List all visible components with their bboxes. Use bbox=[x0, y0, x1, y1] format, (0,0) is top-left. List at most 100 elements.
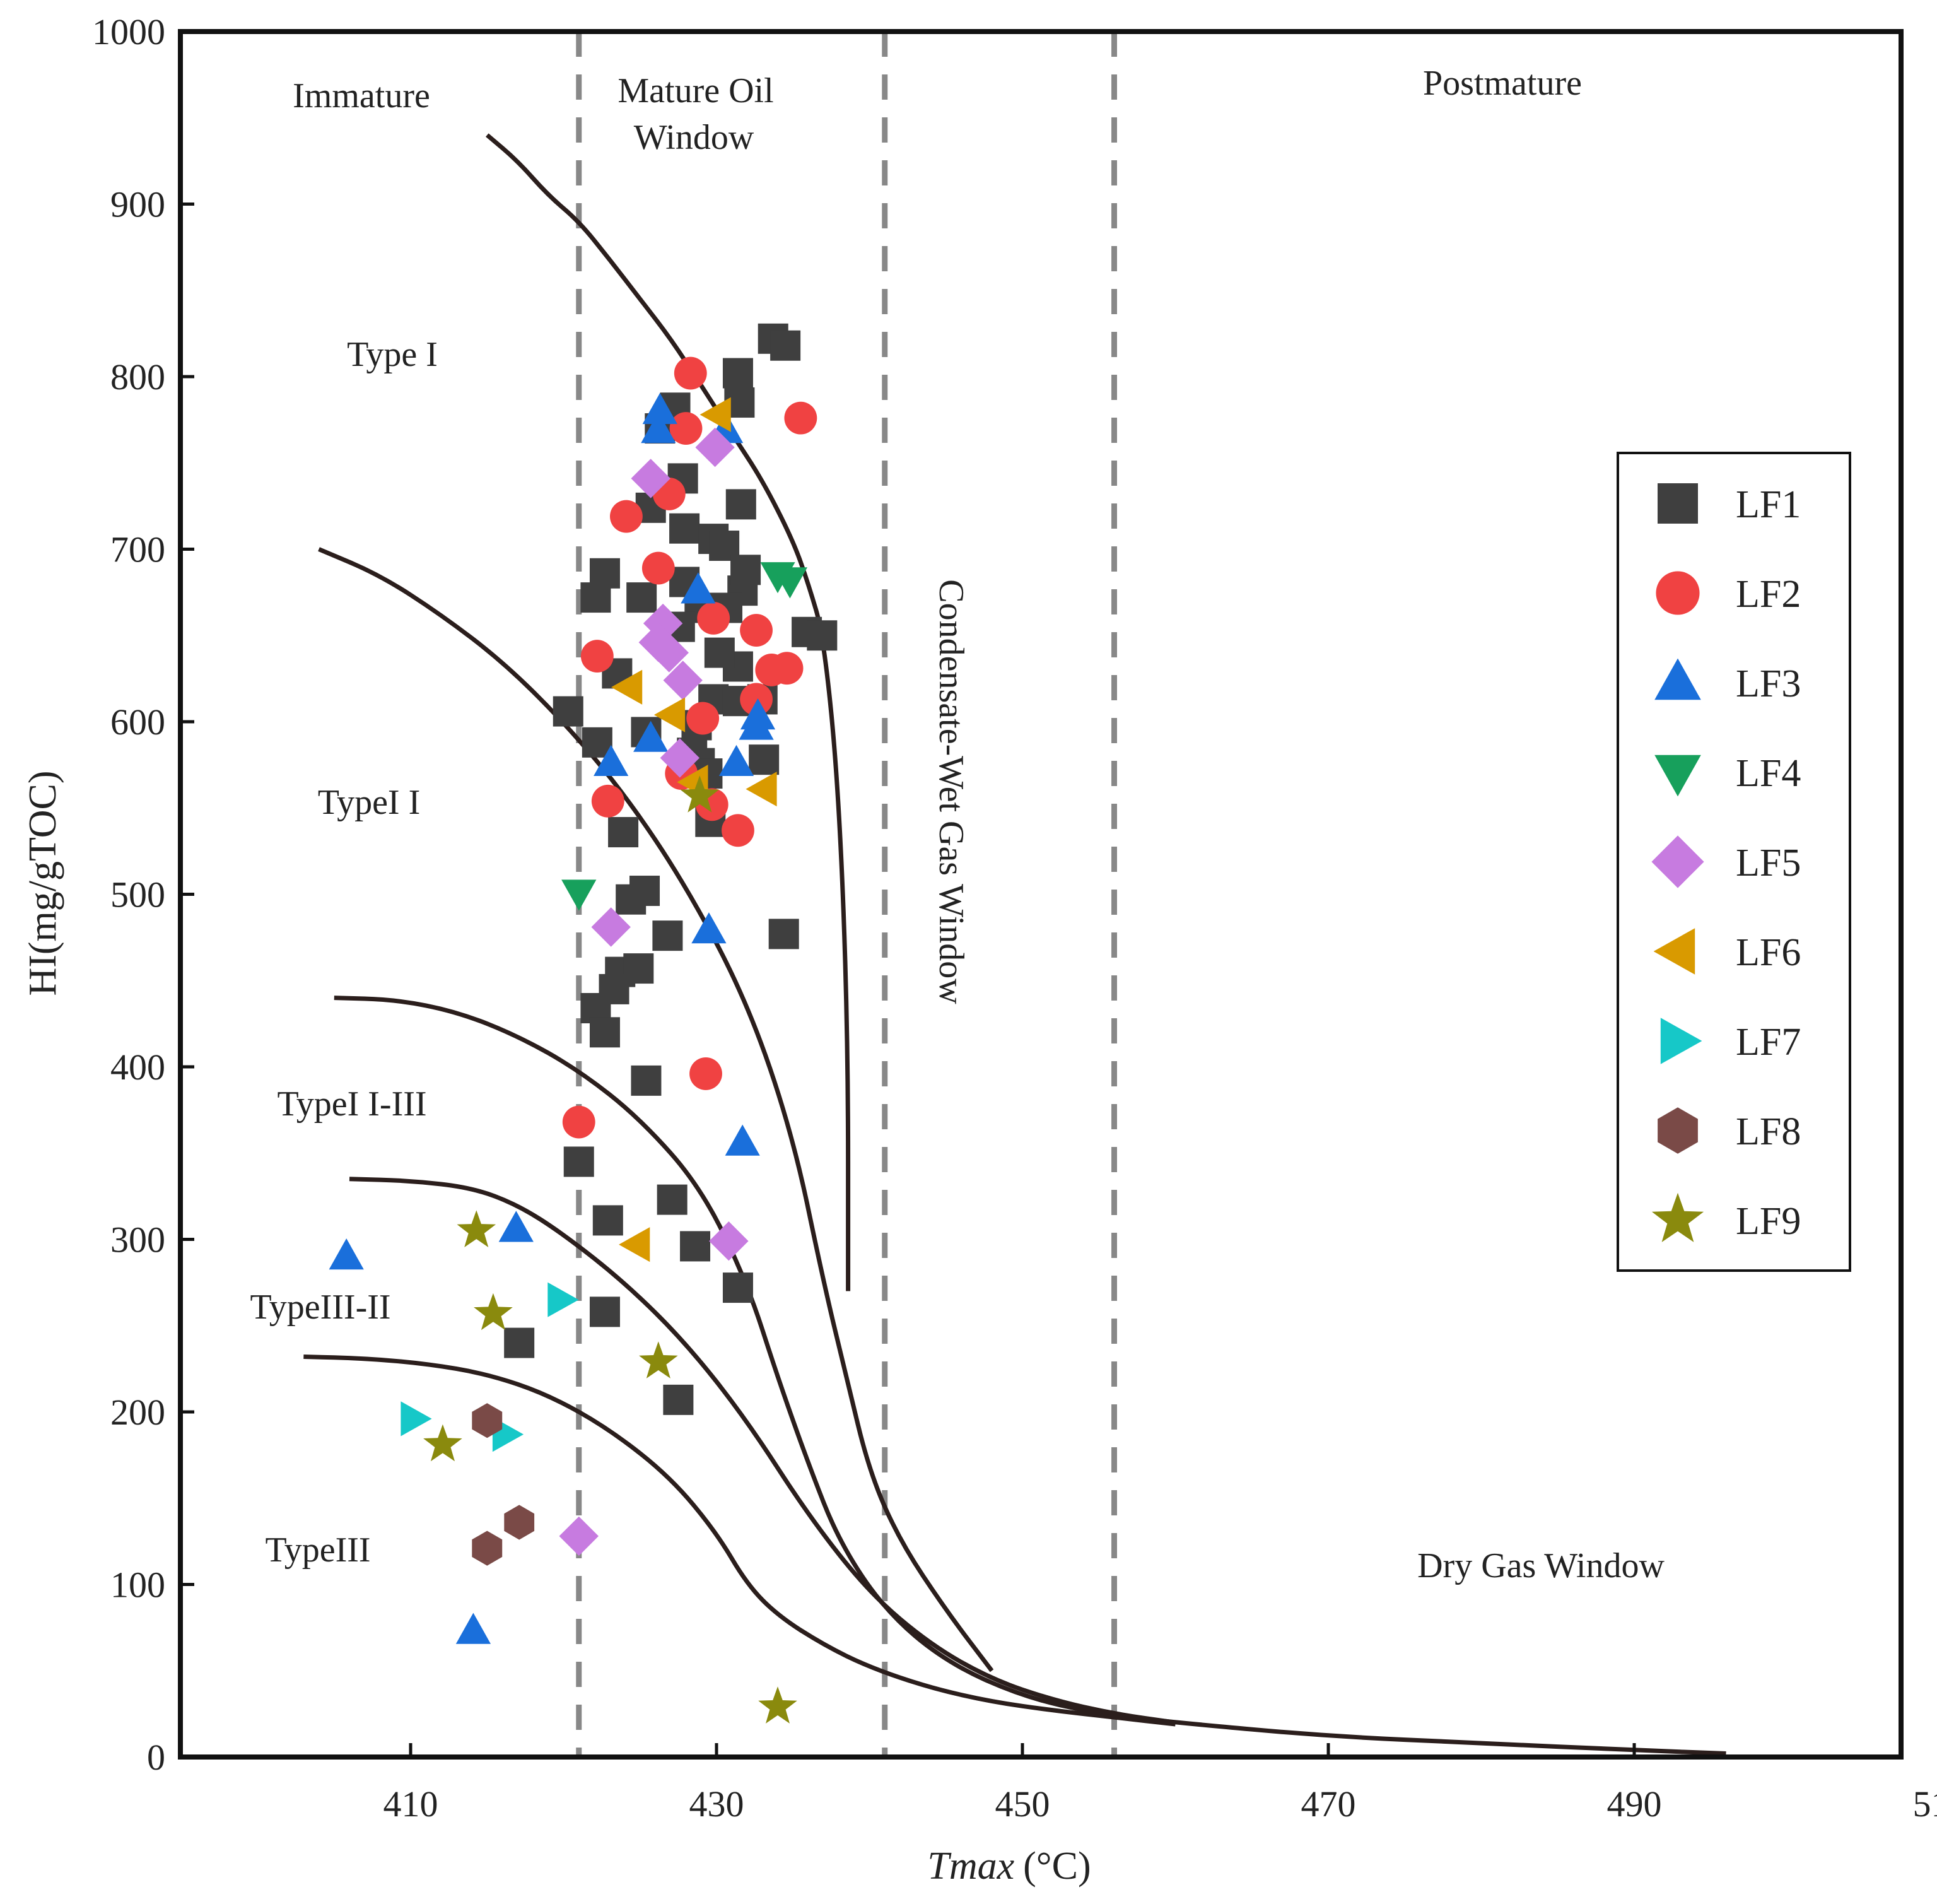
lf3-point bbox=[718, 744, 754, 776]
scatter-points bbox=[329, 323, 838, 1724]
lf1-point bbox=[657, 1184, 688, 1215]
y-tick-label: 300 bbox=[110, 1219, 165, 1261]
legend-label-lf7: LF7 bbox=[1736, 1021, 1801, 1064]
lf1-point bbox=[589, 1017, 620, 1048]
type-label-ii-iii: TypeI I-III bbox=[277, 1084, 426, 1124]
x-tick-label: 510 bbox=[1913, 1784, 1937, 1825]
lf5-point bbox=[591, 907, 631, 947]
legend-label-lf9: LF9 bbox=[1736, 1200, 1801, 1243]
lf1-point bbox=[704, 637, 735, 668]
zone-label-mature-oil: Mature Oil bbox=[617, 71, 773, 110]
lf2-point bbox=[610, 500, 643, 533]
x-axis-label: Tmax (°C) bbox=[927, 1845, 1091, 1888]
lf2-point bbox=[689, 1057, 722, 1090]
lf2-point bbox=[669, 412, 703, 445]
lf1-point bbox=[631, 1065, 662, 1096]
lf1-point bbox=[680, 1231, 711, 1262]
legend-label-lf1: LF1 bbox=[1736, 483, 1801, 526]
lf1-point bbox=[807, 620, 838, 651]
y-tick-label: 600 bbox=[110, 702, 165, 743]
y-tick-label: 200 bbox=[110, 1392, 165, 1433]
lf2-point bbox=[686, 702, 720, 735]
y-tick-label: 100 bbox=[110, 1565, 165, 1606]
lf5-point bbox=[709, 1221, 749, 1261]
legend-marker-lf5 bbox=[1651, 835, 1704, 888]
legend-label-lf6: LF6 bbox=[1736, 931, 1801, 974]
lf1-point bbox=[563, 1146, 594, 1177]
lf3-point bbox=[691, 912, 727, 944]
x-axis-ticks: 410 430 450 470 490 510 bbox=[383, 1743, 1937, 1825]
lf2-point bbox=[740, 614, 773, 647]
lf5-point bbox=[660, 738, 699, 778]
lf6-point bbox=[611, 669, 643, 705]
lf7-point bbox=[547, 1282, 579, 1317]
lf1-point bbox=[504, 1327, 535, 1358]
lf2-point bbox=[770, 652, 804, 685]
lf3-point bbox=[633, 720, 669, 752]
lf8-point bbox=[504, 1505, 535, 1540]
lf1-point bbox=[725, 489, 756, 520]
legend-marker-lf3 bbox=[1654, 658, 1701, 700]
lf5-point bbox=[663, 661, 703, 700]
type-label-iii: TypeIII bbox=[265, 1531, 370, 1570]
y-axis-label: HI(mg/gTOC) bbox=[21, 770, 64, 996]
legend-marker-lf2 bbox=[1656, 571, 1700, 615]
lf9-point bbox=[758, 1686, 797, 1724]
lf1-point bbox=[616, 884, 647, 915]
lf5-point bbox=[631, 459, 670, 498]
zone-label-postmature: Postmature bbox=[1423, 64, 1582, 103]
y-tick-label: 700 bbox=[110, 529, 165, 570]
lf4-point bbox=[561, 879, 597, 911]
lf2-point bbox=[641, 551, 675, 585]
lf9-point bbox=[680, 775, 720, 813]
lf3-point bbox=[681, 572, 716, 604]
legend-marker-lf9 bbox=[1651, 1192, 1704, 1242]
lf1-point bbox=[626, 582, 657, 613]
legend-marker-lf4 bbox=[1654, 755, 1701, 797]
lf9-point bbox=[457, 1210, 496, 1247]
zone-label-immature: Immature bbox=[293, 76, 430, 115]
type-label-i: Type I bbox=[347, 335, 438, 374]
y-tick-label: 0 bbox=[147, 1737, 165, 1778]
lf1-point bbox=[592, 1205, 623, 1236]
lf3-point bbox=[641, 412, 676, 444]
lf1-point bbox=[553, 696, 583, 727]
lf6-point bbox=[619, 1227, 650, 1262]
curve-4 bbox=[349, 1177, 1176, 1725]
lf5-point bbox=[643, 603, 683, 643]
lf2-point bbox=[740, 683, 773, 716]
legend-label-lf3: LF3 bbox=[1736, 662, 1801, 705]
lf3-point bbox=[455, 1613, 491, 1644]
type-label-ii: TypeI I bbox=[318, 783, 420, 822]
x-tick-label: 490 bbox=[1607, 1784, 1662, 1825]
lf1-point bbox=[608, 817, 639, 848]
legend-marker-lf1 bbox=[1658, 483, 1698, 524]
y-axis-ticks: 0 100 200 300 400 500 600 700 800 900 1000 bbox=[92, 11, 194, 1778]
lf9-point bbox=[639, 1341, 678, 1378]
lf3-point bbox=[739, 708, 774, 740]
lf2-point bbox=[722, 814, 754, 847]
lf5-point bbox=[638, 623, 678, 662]
lf1-point bbox=[580, 582, 611, 613]
lf3-point bbox=[498, 1211, 534, 1242]
lf2-point bbox=[562, 1105, 595, 1139]
lf9-point bbox=[474, 1293, 513, 1331]
legend-label-lf2: LF2 bbox=[1736, 573, 1801, 616]
lf3-point bbox=[594, 744, 629, 776]
y-tick-label: 400 bbox=[110, 1047, 165, 1088]
zone-label-dry-gas: Dry Gas Window bbox=[1417, 1546, 1665, 1585]
lf3-point bbox=[725, 1124, 760, 1156]
lf1-point bbox=[768, 919, 799, 949]
curve-5 bbox=[303, 1355, 1176, 1727]
lf2-point bbox=[591, 784, 624, 818]
zone-label-condensate: Condensate-Wet Gas Window bbox=[932, 579, 971, 1004]
legend-marker-lf8 bbox=[1658, 1107, 1698, 1154]
lf1-point bbox=[722, 1272, 753, 1303]
lf5-point bbox=[649, 633, 689, 673]
legend-label-lf5: LF5 bbox=[1736, 842, 1801, 884]
lf2-point bbox=[784, 401, 817, 435]
lf8-point bbox=[472, 1531, 503, 1566]
lf1-point bbox=[770, 330, 801, 361]
lf2-point bbox=[580, 640, 614, 673]
legend-label-lf4: LF4 bbox=[1736, 752, 1801, 795]
